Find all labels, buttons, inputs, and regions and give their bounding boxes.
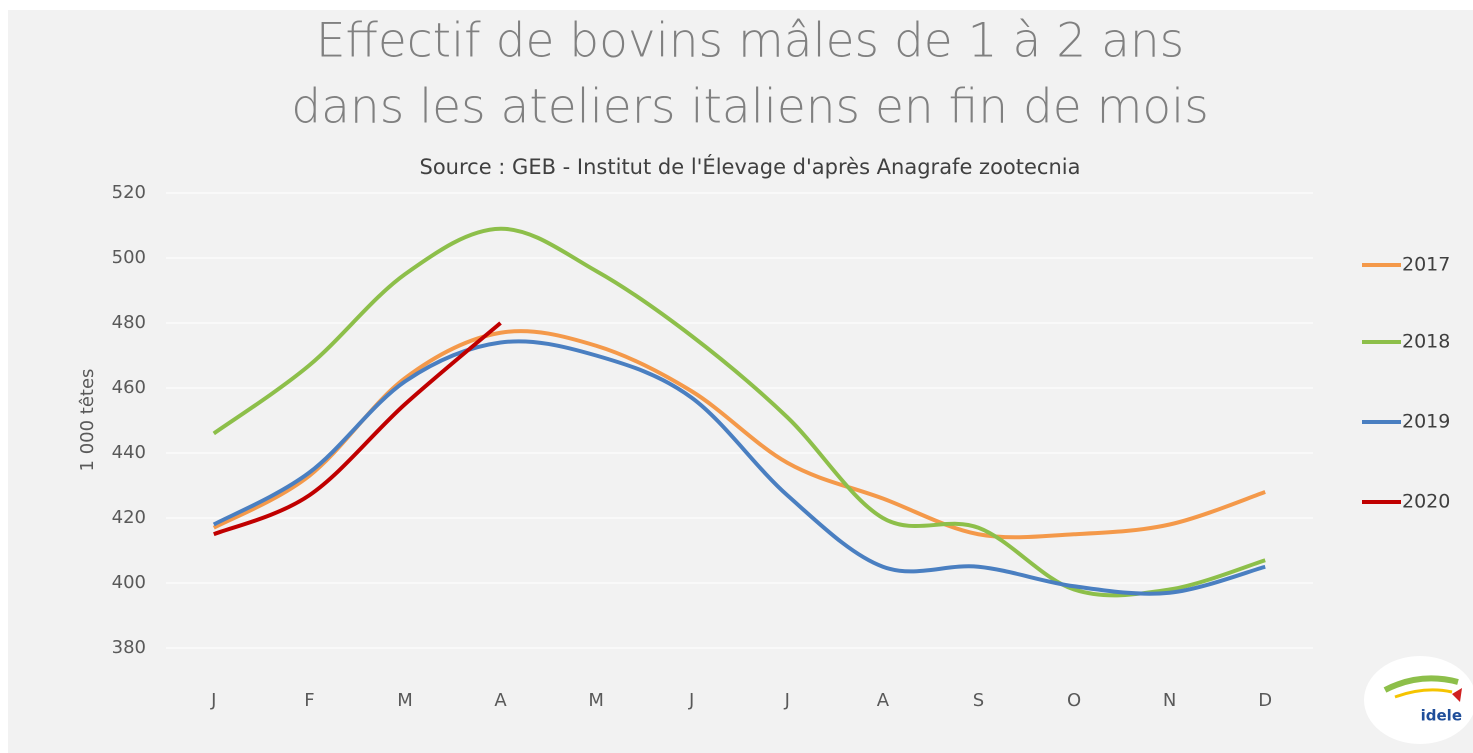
chart-title: Effectif de bovins mâles de 1 à 2 ans [316,14,1184,69]
background [8,10,1473,753]
x-tick-label: M [588,690,604,711]
y-tick-label: 500 [112,247,146,268]
series-line [212,226,1266,598]
legend-label: 2019 [1402,411,1450,433]
chart-subtitle: Source : GEB - Institut de l'Élevage d'a… [420,154,1081,179]
x-tick-label: S [973,690,984,711]
x-tick-label: N [1163,690,1176,711]
y-tick-label: 380 [112,637,146,658]
x-tick-label: M [397,690,413,711]
chart-title: dans les ateliers italiens en fin de moi… [291,80,1208,135]
x-tick-label: A [494,690,507,711]
x-tick-label: J [210,690,216,711]
x-tick-label: O [1067,690,1081,711]
logo-swoosh [1383,675,1459,693]
series-line [212,339,1266,596]
y-tick-label: 400 [112,572,146,593]
logo-text: idele [1421,707,1462,725]
logo-flag [1452,688,1462,702]
legend-label: 2017 [1402,254,1450,276]
legend-label: 2018 [1402,331,1450,353]
y-tick-label: 460 [112,377,146,398]
legend-label: 2020 [1402,491,1450,513]
logo-swoosh [1394,688,1453,699]
logo-bg [1364,656,1473,744]
y-tick-label: 520 [112,182,146,203]
y-tick-label: 440 [112,442,146,463]
x-tick-label: D [1258,690,1272,711]
series-line [213,321,502,537]
y-tick-label: 420 [112,507,146,528]
x-tick-label: F [304,690,314,711]
y-axis-label: 1 000 têtes [77,369,98,472]
logo: idele [1364,656,1473,744]
x-tick-label: J [784,690,790,711]
y-tick-label: 480 [112,312,146,333]
x-tick-label: A [877,690,890,711]
x-tick-label: J [688,690,694,711]
